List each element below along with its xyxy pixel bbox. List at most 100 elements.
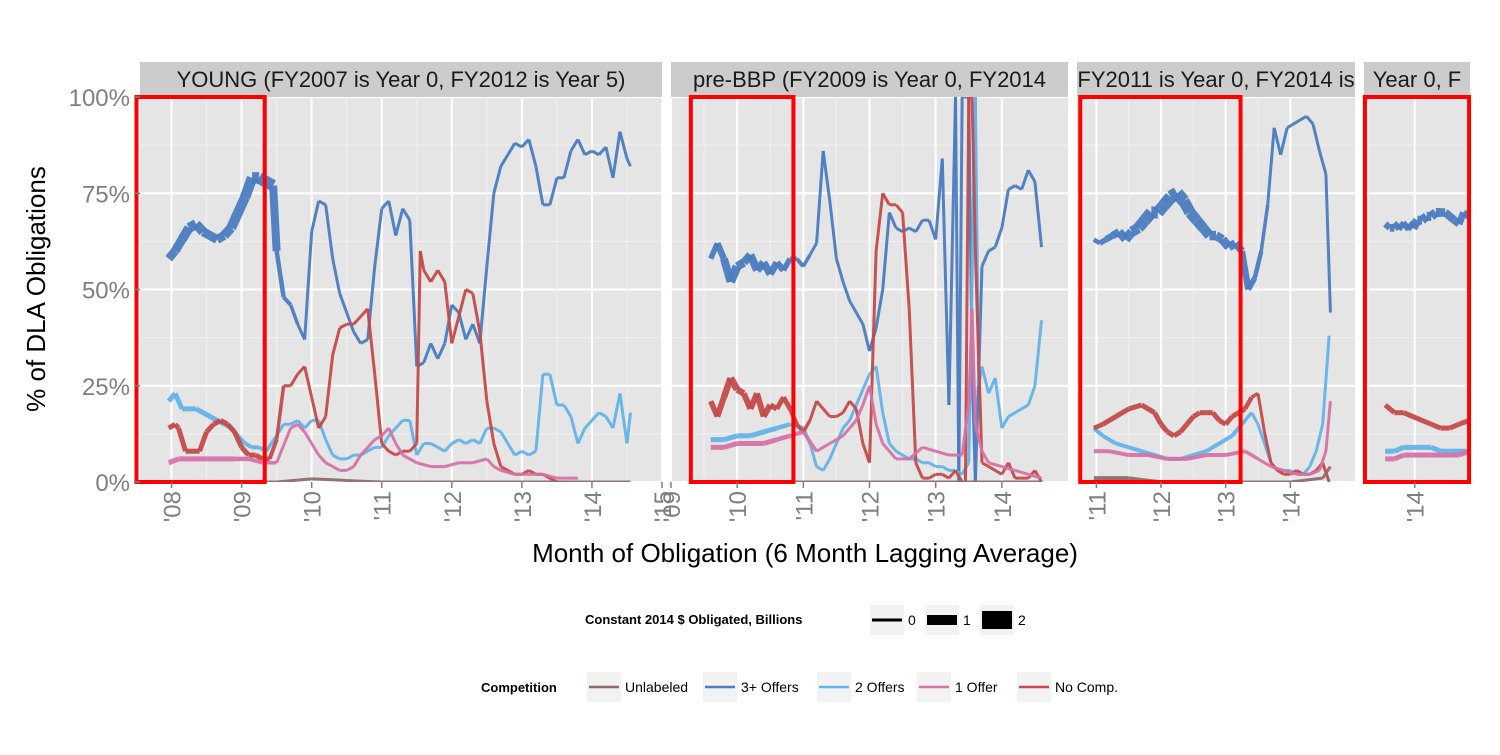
series-segment-1-offer <box>922 445 937 453</box>
series-segment-no-comp- <box>1101 414 1118 427</box>
x-tick-label: '12 <box>440 491 467 522</box>
series-segment-3-offers <box>1092 237 1101 246</box>
series-segment-no-comp- <box>1210 411 1222 423</box>
series-segment-1-offer <box>1001 465 1016 472</box>
series-segment-3-offers <box>450 303 460 314</box>
series-segment-3-offers <box>1299 114 1308 122</box>
series-segment-3-offers <box>1104 232 1115 243</box>
series-segment-3-offers <box>808 242 818 256</box>
series-segment-3-offers <box>514 141 523 149</box>
series-segment-3-offers <box>220 224 235 239</box>
series-segment-no-comp- <box>212 418 222 427</box>
series-segment-3-offers <box>1020 169 1030 190</box>
series-segment-2-offers <box>590 411 601 422</box>
series-segment-3-offers <box>1213 231 1225 244</box>
series-segment-3-offers <box>914 219 924 233</box>
series-segment-2-offers <box>303 419 313 430</box>
series-segment-3-offers <box>303 231 314 340</box>
series-segment-3-offers <box>282 295 293 307</box>
series-segment-1-offer <box>331 465 341 472</box>
series-segment-no-comp- <box>815 400 825 410</box>
series-segment-1-offer <box>1318 450 1328 471</box>
series-segment-2-offers <box>749 429 765 439</box>
series-segment-2-offers <box>244 441 254 450</box>
series-segment-3-offers <box>1447 213 1457 224</box>
series-segment-1-offer <box>723 441 738 450</box>
series-segment-2-offers <box>1033 320 1044 386</box>
color-legend-title: Competition <box>481 680 557 695</box>
series-segment-3-offers <box>373 208 384 267</box>
series-segment-3-offers <box>611 131 622 179</box>
y-tick-label: 100% <box>69 85 130 112</box>
series-segment-no-comp- <box>173 422 181 430</box>
series-segment-3-offers <box>274 250 286 298</box>
panel-strip <box>1077 62 1355 97</box>
series-segment-no-comp- <box>1159 422 1170 434</box>
x-tick-label: '10 <box>300 491 327 522</box>
series-segment-no-comp- <box>981 461 990 468</box>
series-segment-3-offers <box>1134 216 1150 232</box>
series-segment-3-offers <box>1428 209 1439 220</box>
series-segment-no-comp- <box>841 400 851 414</box>
series-segment-2-offers <box>895 449 904 457</box>
series-segment-no-comp- <box>1402 410 1414 419</box>
series-segment-no-comp- <box>928 473 937 480</box>
series-segment-no-comp- <box>835 411 844 418</box>
series-segment-3-offers <box>1140 208 1156 225</box>
series-segment-1-offer <box>500 469 516 476</box>
series-segment-3-offers <box>387 200 398 236</box>
series-segment-1-offer <box>317 454 327 464</box>
series-segment-3-offers <box>1391 220 1402 231</box>
series-segment-2-offers <box>841 419 851 430</box>
series-segment-no-comp- <box>331 327 342 356</box>
series-segment-3-offers <box>781 257 793 272</box>
series-segment-2-offers <box>1393 445 1405 454</box>
series-segment-1-offer <box>387 427 398 445</box>
series-segment-3-offers <box>352 331 362 345</box>
series-segment-2-offers <box>296 419 306 430</box>
series-segment-1-offer <box>345 465 355 472</box>
series-segment-no-comp- <box>894 203 904 214</box>
series-segment-3-offers <box>165 248 179 262</box>
series-segment-2-offers <box>430 442 439 449</box>
x-tick-label: '14 <box>1278 491 1305 522</box>
series-segment-3-offers <box>338 292 349 314</box>
series-segment-2-offers <box>762 425 778 435</box>
series-segment-3-offers <box>1324 173 1332 313</box>
series-segment-2-offers <box>1218 434 1234 446</box>
series-segment-2-offers <box>1007 411 1016 418</box>
series-segment-no-comp- <box>478 331 489 402</box>
series-segment-no-comp- <box>1114 406 1131 419</box>
series-segment-1-offer <box>493 465 502 472</box>
series-segment-2-offers <box>534 374 545 452</box>
series-segment-no-comp- <box>1128 402 1143 412</box>
series-segment-2-offers <box>604 415 615 429</box>
series-segment-2-offers <box>776 422 791 431</box>
series-segment-3-offers <box>1396 220 1407 232</box>
series-segment-2-offers <box>1314 423 1325 452</box>
series-segment-2-offers <box>828 442 838 460</box>
x-tick-label: '10 <box>725 491 752 522</box>
series-segment-no-comp- <box>1421 418 1433 427</box>
y-tick-label: 0% <box>95 470 130 497</box>
series-segment-no-comp- <box>232 430 244 449</box>
series-segment-3-offers <box>548 177 559 206</box>
series-segment-1-offer <box>380 427 390 437</box>
series-segment-3-offers <box>436 342 447 360</box>
series-segment-2-offers <box>1020 403 1030 411</box>
panel-series <box>708 97 1044 482</box>
series-segment-3-offers <box>192 220 207 235</box>
x-tick-label: '14 <box>580 491 607 522</box>
series-segment-no-comp- <box>436 269 447 283</box>
series-segment-3-offers <box>1259 204 1270 252</box>
series-segment-3-offers <box>821 150 832 202</box>
series-segment-no-comp- <box>492 443 503 468</box>
series-segment-2-offers <box>465 438 474 445</box>
series-segment-no-comp- <box>1217 418 1227 427</box>
series-segment-no-comp- <box>254 452 264 462</box>
series-segment-1-offer <box>841 419 858 437</box>
series-segment-1-offer <box>861 385 871 406</box>
color-key-label: Unlabeled <box>625 679 688 695</box>
series-segment-3-offers <box>957 97 964 482</box>
series-segment-2-offers <box>993 377 1004 429</box>
